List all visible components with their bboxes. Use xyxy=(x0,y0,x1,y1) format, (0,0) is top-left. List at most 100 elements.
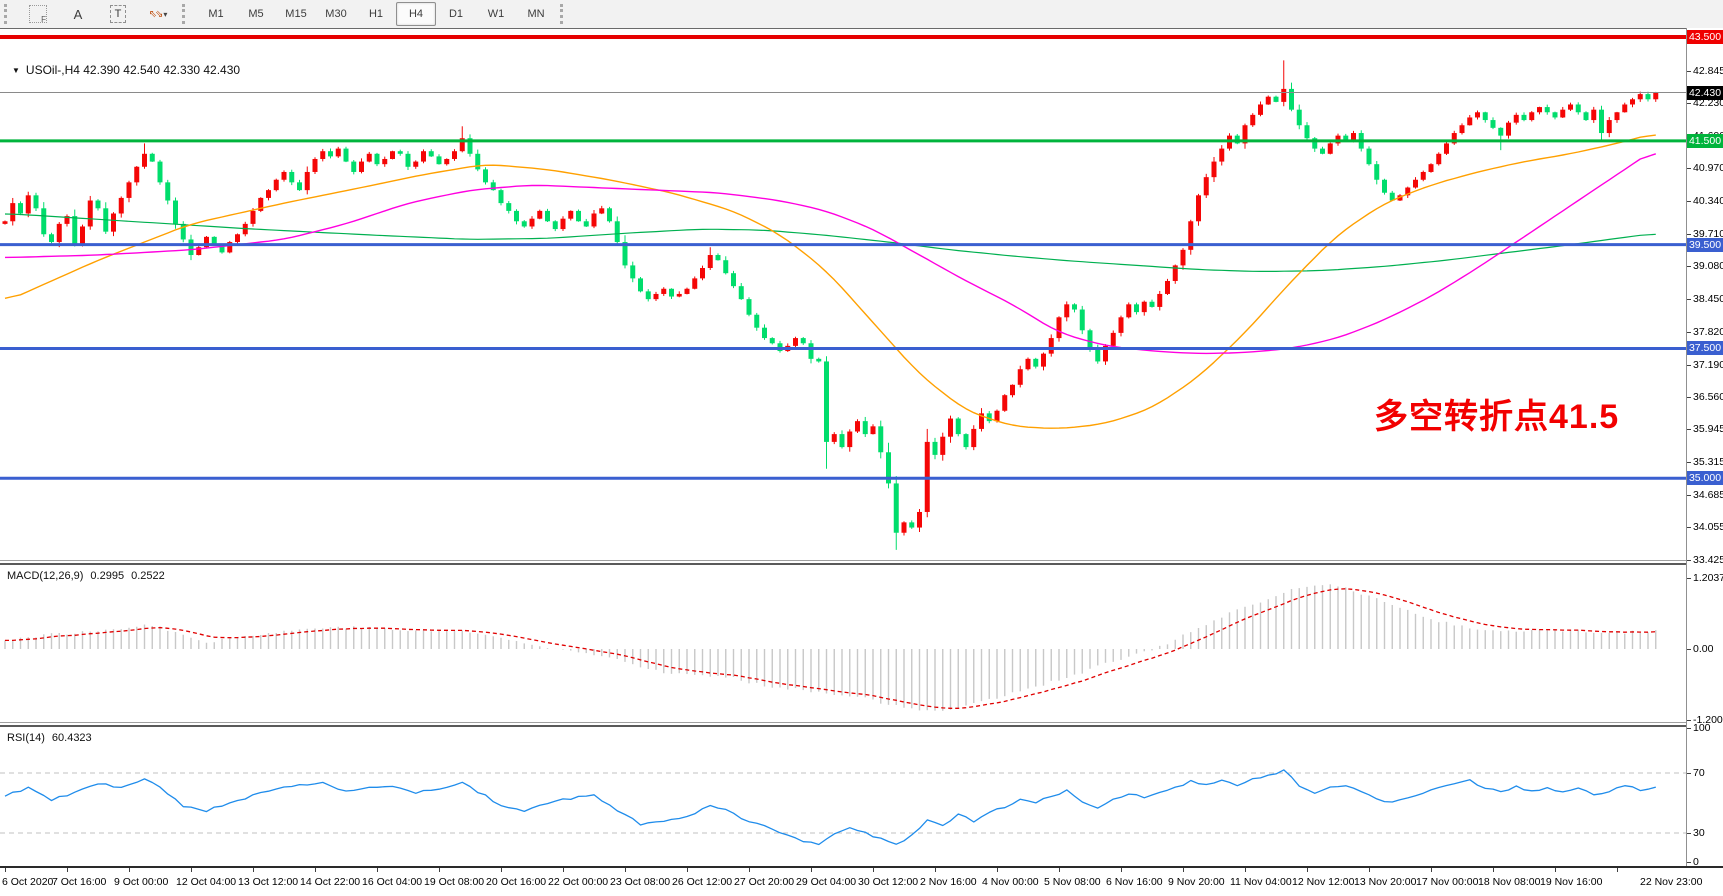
panel-separator-macd-rsi-edge xyxy=(0,725,1723,727)
time-label: 11 Nov 04:00 xyxy=(1230,876,1292,888)
rsi-tick-0-tick xyxy=(1687,862,1691,863)
time-tick xyxy=(1245,868,1246,872)
time-tick xyxy=(191,868,192,872)
price-tick-40.340: 40.340 xyxy=(1693,195,1723,208)
panel-separator-macd-rsi[interactable] xyxy=(0,722,1723,723)
time-label: 2 Nov 16:00 xyxy=(920,876,977,888)
time-label: 9 Nov 20:00 xyxy=(1168,876,1225,888)
time-label: 27 Oct 20:00 xyxy=(734,876,795,888)
panel-separator-main-macd-edge xyxy=(0,563,1723,565)
price-tick-38.450: 38.450 xyxy=(1693,293,1723,306)
time-label: 22 Nov 23:00 xyxy=(1640,876,1703,888)
text-box-tool[interactable]: T xyxy=(98,2,138,26)
time-label: 12 Oct 04:00 xyxy=(176,876,237,888)
time-label: 14 Oct 22:00 xyxy=(300,876,361,888)
price-tick-36.560: 36.560 xyxy=(1693,391,1723,404)
price-tick-39.080: 39.080 xyxy=(1693,260,1723,273)
time-label: 17 Nov 00:00 xyxy=(1416,876,1479,888)
time-label: 18 Nov 08:00 xyxy=(1478,876,1541,888)
time-tick xyxy=(1617,868,1618,872)
text-label-tool[interactable]: A xyxy=(58,2,98,26)
rsi-line xyxy=(4,769,1656,846)
rsi-tick-100: 100 xyxy=(1693,722,1711,734)
timeframe-button-m1[interactable]: M1 xyxy=(208,8,224,20)
rsi-value: 60.4323 xyxy=(51,732,92,744)
price-tick-34.055-tick xyxy=(1687,527,1691,529)
price-badge-35.000: 35.000 xyxy=(1687,471,1723,486)
price-badge-39.500: 39.500 xyxy=(1687,237,1723,252)
price-badge-37.500: 37.500 xyxy=(1687,341,1723,356)
time-tick xyxy=(67,868,68,872)
time-label: 9 Oct 00:00 xyxy=(114,876,169,888)
text-annotation[interactable]: 多空转折点41.5 xyxy=(1374,398,1620,436)
main-chart-plot[interactable] xyxy=(0,28,1687,560)
time-label: 12 Nov 12:00 xyxy=(1292,876,1355,888)
chart-dropdown-icon[interactable]: ▼ xyxy=(12,65,20,75)
time-label: 16 Oct 04:00 xyxy=(362,876,423,888)
chevron-down-icon: ▾ xyxy=(163,9,168,19)
price-tick-36.560-tick xyxy=(1687,397,1691,399)
time-label: 20 Oct 16:00 xyxy=(486,876,547,888)
timeframe-button-mn[interactable]: MN xyxy=(527,8,545,20)
time-tick xyxy=(1121,868,1122,872)
price-tick-37.820-tick xyxy=(1687,331,1691,333)
toolbar: F A T ⇖⇘ ▾ M1 M5 M15 M30 H1 H4 D1 W1 MN xyxy=(0,0,1723,29)
timeframe-button-h4[interactable]: H4 xyxy=(396,2,436,26)
timeframe-button-m5[interactable]: M5 xyxy=(248,8,264,20)
panel-separator-main-macd[interactable] xyxy=(0,560,1723,561)
timeframe-button-m30[interactable]: M30 xyxy=(325,8,347,20)
arrows-tool[interactable]: ⇖⇘ ▾ xyxy=(138,2,178,26)
time-tick xyxy=(625,868,626,872)
timeframe-button-h1[interactable]: H1 xyxy=(368,8,384,20)
text-label-icon: A xyxy=(73,6,83,22)
macd-panel-plot[interactable] xyxy=(0,566,1687,722)
ma-slow-line xyxy=(4,213,1656,272)
time-label: 26 Oct 12:00 xyxy=(672,876,733,888)
ma-fast-line xyxy=(4,134,1656,429)
rsi-label: RSI(14) 60.4323 xyxy=(7,732,92,744)
objects-grid-tool[interactable]: F xyxy=(18,2,58,26)
macd-tick--1.2008: -1.2008 xyxy=(1693,713,1723,726)
toolbar-grip-3[interactable] xyxy=(560,4,569,24)
macd-signal-line xyxy=(5,588,1656,709)
macd-label: MACD(12,26,9) 0.2995 0.2522 xyxy=(7,570,165,582)
time-tick xyxy=(1183,868,1184,872)
time-tick xyxy=(315,868,316,872)
toolbar-grip-2[interactable] xyxy=(182,4,191,24)
time-label: 13 Oct 12:00 xyxy=(238,876,299,888)
rsi-panel-plot[interactable] xyxy=(0,727,1687,866)
rsi-tick-70: 70 xyxy=(1693,767,1705,779)
time-label: 29 Oct 04:00 xyxy=(796,876,857,888)
chart-title-text: USOil-,H4 42.390 42.540 42.330 42.430 xyxy=(25,63,241,77)
price-tick-34.685: 34.685 xyxy=(1693,488,1723,501)
price-tick-39.080-tick xyxy=(1687,266,1691,268)
timeframe-button-m15[interactable]: M15 xyxy=(285,8,307,20)
time-tick xyxy=(5,868,6,872)
toolbar-grip[interactable] xyxy=(4,4,13,24)
text-box-icon: T xyxy=(109,5,127,23)
time-label: 6 Nov 16:00 xyxy=(1106,876,1163,888)
price-tick-34.055: 34.055 xyxy=(1693,521,1723,534)
time-tick xyxy=(997,868,998,872)
rsi-tick-0: 0 xyxy=(1693,856,1699,868)
price-axis[interactable]: 42.84542.23041.60040.97040.34039.71039.0… xyxy=(1687,28,1723,868)
time-tick xyxy=(1369,868,1370,872)
time-label: 23 Oct 08:00 xyxy=(610,876,671,888)
time-tick xyxy=(377,868,378,872)
price-tick-37.190: 37.190 xyxy=(1693,358,1723,371)
timeframe-button-d1[interactable]: D1 xyxy=(448,8,464,20)
price-tick-40.970-tick xyxy=(1687,168,1691,170)
rsi-tick-100-tick xyxy=(1687,728,1691,729)
price-tick-42.845-tick xyxy=(1687,71,1691,72)
price-tick-40.970: 40.970 xyxy=(1693,162,1723,175)
time-tick xyxy=(563,868,564,872)
price-tick-39.710: 39.710 xyxy=(1693,227,1723,240)
price-tick-35.945: 35.945 xyxy=(1693,423,1723,436)
arrows-icon: ⇖⇘ xyxy=(148,8,164,20)
time-tick xyxy=(935,868,936,872)
time-label: 5 Nov 08:00 xyxy=(1044,876,1101,888)
time-axis[interactable]: 6 Oct 2020 7 Oct 16:00 9 Oct 00:00 12 Oct 0… xyxy=(0,868,1723,896)
timeframe-button-w1[interactable]: W1 xyxy=(487,8,505,20)
price-tick-35.315-tick xyxy=(1687,461,1691,463)
